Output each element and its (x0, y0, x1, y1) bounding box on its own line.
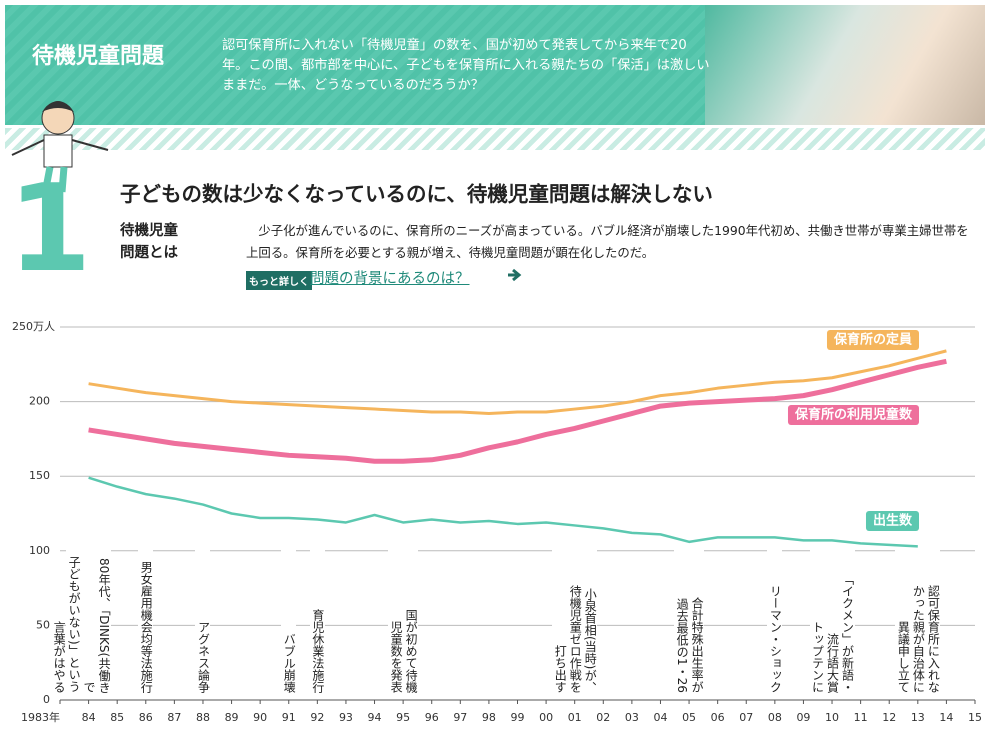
annotation-line: 打ち出す (553, 645, 568, 693)
link-arrow (508, 268, 522, 282)
x-tick-label: 13 (911, 711, 925, 724)
y-tick-label: 50 (36, 618, 50, 631)
annotation: 「イクメン」が新語・ 流行語大賞 トップテンに (809, 548, 855, 693)
x-tick-label: 00 (539, 711, 553, 724)
annotation: 合計特殊出生率が 過去最低の1・26 (674, 548, 705, 693)
x-tick-label: 92 (310, 711, 324, 724)
x-tick-label: 06 (711, 711, 725, 724)
annotation: 育児休業法施行 (309, 548, 325, 693)
header-photo (705, 5, 985, 125)
x-tick-label: 94 (368, 711, 382, 724)
annotation: 認可保育所に入れな かった親が自治体に 異議申し立て (895, 548, 941, 693)
section-heading: 子どもの数は少なくなっているのに、待機児童問題は解決しない (120, 182, 713, 206)
x-tick-label: 08 (768, 711, 782, 724)
annotation: アグネス論争 (195, 548, 211, 693)
annotation: リーマン・ショック (767, 548, 783, 693)
series-label: 出生数 (873, 513, 913, 529)
annotation-line: 小泉首相(当時)が、 (583, 587, 598, 693)
stripe-band (5, 128, 985, 150)
x-tick-label: 90 (253, 711, 267, 724)
annotation-line: 国が初めて待機 (404, 609, 419, 693)
y-tick-label: 200 (29, 395, 50, 408)
annotation: 小泉首相(当時)が、 待機児童ゼロ作戦を 打ち出す (552, 548, 598, 693)
x-tick-label: 99 (511, 711, 525, 724)
x-tick-label: 87 (167, 711, 181, 724)
x-tick-label: 11 (854, 711, 868, 724)
annotation-line: 合計特殊出生率が (690, 597, 705, 693)
y-tick-label: 100 (29, 544, 50, 557)
x-tick-label: 15 (968, 711, 982, 724)
x-tick-label: 05 (682, 711, 696, 724)
x-tick-label: 93 (339, 711, 353, 724)
x-tick-label: 85 (110, 711, 124, 724)
annotation-line: 男女雇用機会均等法施行 (139, 561, 154, 693)
series-label-box (865, 511, 919, 531)
annotation-line: 待機児童ゼロ作戦を (568, 585, 583, 693)
annotation-line: 児童数を発表 (389, 621, 404, 693)
annotation: 国が初めて待機 児童数を発表 (388, 548, 419, 693)
x-tick-label: 1983年 (21, 710, 60, 724)
y-tick-label: 0 (43, 693, 50, 706)
x-tick-label: 86 (139, 711, 153, 724)
x-tick-label: 97 (453, 711, 467, 724)
header-title: 待機児童問題 (32, 44, 165, 69)
series-label-box (787, 405, 919, 425)
x-tick-label: 88 (196, 711, 210, 724)
x-tick-label: 96 (425, 711, 439, 724)
section-body: 少子化が進んでいるのに、保育所のニーズが高まっている。バブル経済が崩壊した199… (246, 223, 969, 260)
annotation: 男女雇用機会均等法施行 (138, 548, 154, 693)
x-tick-label: 84 (82, 711, 96, 724)
x-tick-label: 10 (825, 711, 839, 724)
x-tick-label: 02 (596, 711, 610, 724)
series-label: 保育所の定員 (833, 332, 912, 348)
annotation-line: 言葉がはやる (52, 621, 67, 693)
x-tick-label: 91 (282, 711, 296, 724)
annotation-line: アグネス論争 (196, 621, 211, 693)
x-tick-label: 09 (796, 711, 810, 724)
series-label-box (826, 330, 919, 350)
annotation-line: トップテンに (810, 621, 825, 693)
series-line (88, 358, 947, 464)
series-label: 保育所の利用児童数 (794, 407, 913, 423)
annotation-line: 80年代、「DINKS(共働きで (82, 557, 112, 693)
series-line (88, 349, 947, 416)
annotation-line: 育児休業法施行 (310, 609, 325, 693)
annotation-line: 異議申し立て (896, 621, 911, 693)
annotation-line: 流行語大賞 (825, 633, 840, 693)
x-tick-label: 03 (625, 711, 639, 724)
x-tick-label: 07 (739, 711, 753, 724)
annotation: 80年代、「DINKS(共働きで 子どもがいない)」という 言葉がはやる (52, 548, 112, 693)
x-tick-label: 12 (882, 711, 896, 724)
x-tick-label: 04 (653, 711, 667, 724)
more-badge: もっと詳しく (246, 271, 312, 290)
annotation: バブル崩壊 (281, 548, 297, 693)
header-description: 認可保育所に入れない「待機児童」の数を、国が初めて発表してから来年で20年。この… (222, 38, 710, 93)
x-tick-label: 01 (568, 711, 582, 724)
annotation-line: かった親が自治体に (911, 585, 926, 693)
annotation-line: 認可保育所に入れな (926, 585, 941, 693)
y-tick-label: 150 (29, 469, 50, 482)
annotation-line: リーマン・ショック (768, 585, 783, 693)
x-tick-label: 98 (482, 711, 496, 724)
x-tick-label: 95 (396, 711, 410, 724)
annotation-line: 「イクメン」が新語・ (840, 573, 855, 693)
annotation-line: 子どもがいない)」という (67, 556, 82, 693)
annotation-line: 過去最低の1・26 (675, 598, 690, 693)
x-tick-label: 14 (939, 711, 953, 724)
section-term: 待機児童問題とは (120, 223, 178, 261)
character (11, 101, 109, 193)
more-link[interactable]: 問題の背景にあるのは？ (310, 271, 470, 287)
annotation-line: バブル崩壊 (282, 633, 297, 693)
section-number: 1 (8, 160, 92, 299)
series-line (88, 476, 918, 548)
y-tick-label: 250万人 (12, 320, 55, 333)
x-tick-label: 89 (225, 711, 239, 724)
